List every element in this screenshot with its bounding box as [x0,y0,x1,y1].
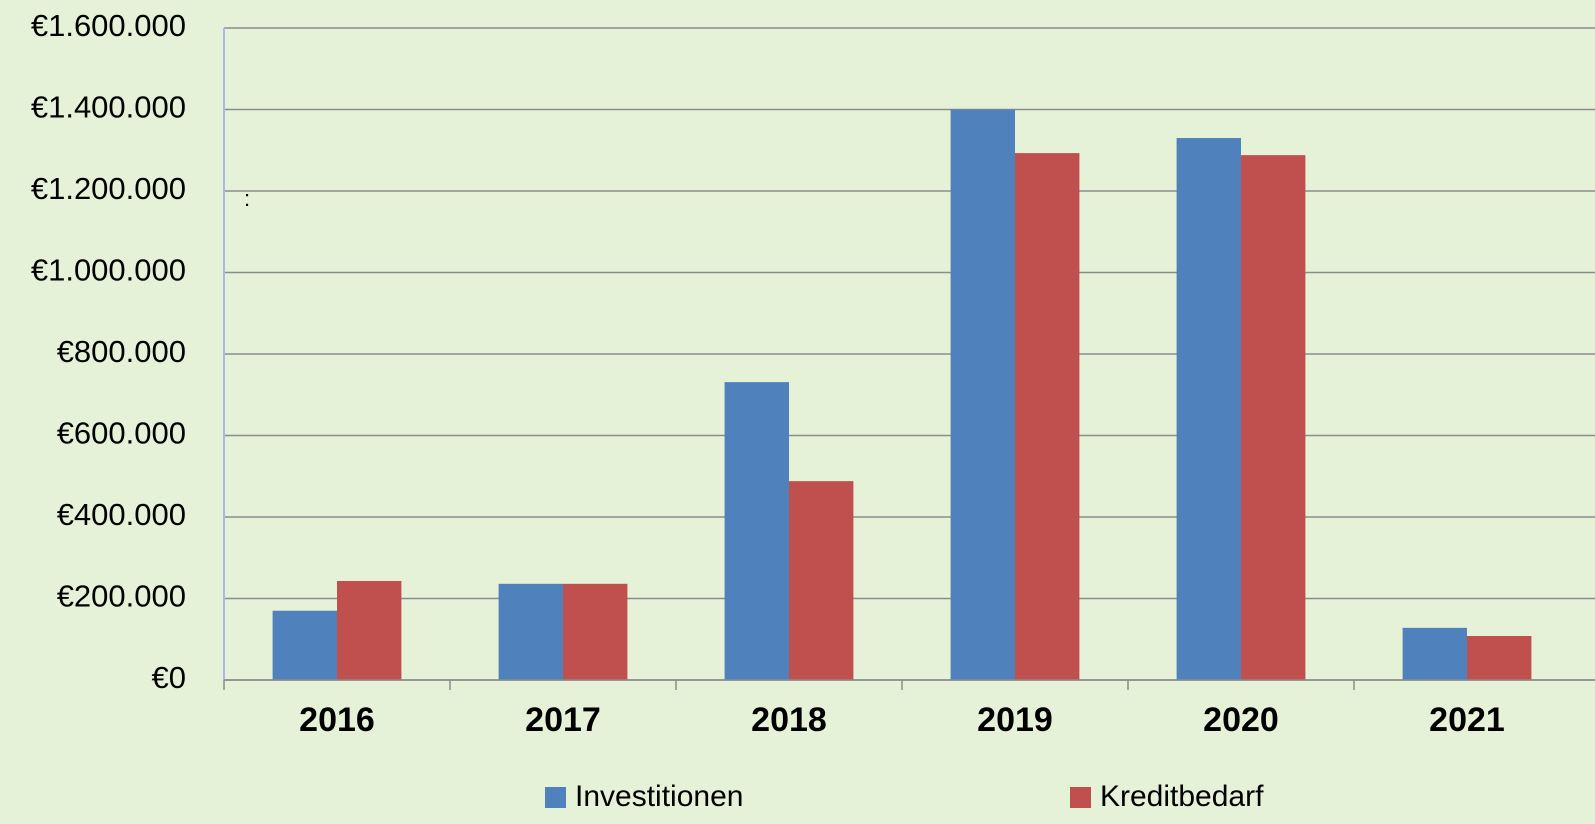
y-tick-label: €1.400.000 [31,90,186,125]
x-tick-label: 2019 [977,701,1053,739]
y-tick-label: €600.000 [57,416,186,451]
bar [337,580,402,680]
bar [1176,138,1241,680]
x-tick-label: 2018 [751,701,827,739]
bar [1015,153,1080,681]
bar [724,382,789,680]
legend-label: Investitionen [575,780,743,813]
bar [498,583,563,680]
bar [1402,627,1467,680]
y-tick-label: €1.200.000 [31,171,186,206]
x-tick-label: 2020 [1203,701,1279,739]
y-tick-label: €0 [152,660,186,695]
legend-swatch [545,787,566,808]
x-tick-label: 2021 [1429,701,1505,739]
y-tick-label: €200.000 [57,579,186,614]
x-tick-label: 2016 [299,701,375,739]
annotation: : [244,186,250,211]
y-tick-label: €1.000.000 [31,253,186,288]
x-tick-label: 2017 [525,701,601,739]
bar [1241,155,1306,680]
bar [272,610,337,680]
bar [563,583,628,680]
bar [1467,635,1532,680]
legend-swatch [1070,787,1091,808]
legend-label: Kreditbedarf [1100,780,1264,813]
y-tick-label: €400.000 [57,497,186,532]
y-tick-label: €800.000 [57,334,186,369]
bar [950,109,1015,680]
y-tick-label: €1.600.000 [31,8,186,43]
bar [789,481,854,680]
